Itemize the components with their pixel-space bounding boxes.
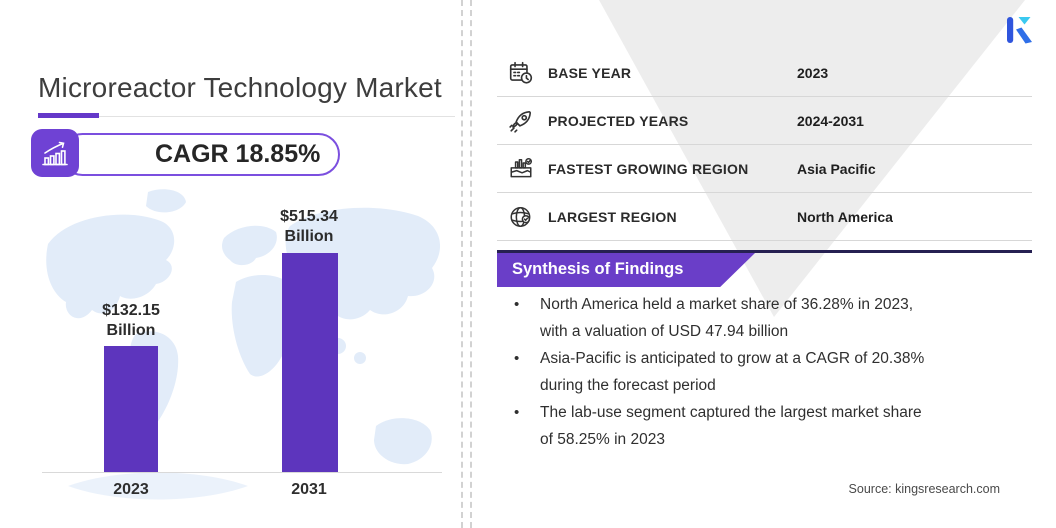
finding-item-lab-use: The lab-use segment captured the largest…	[497, 399, 1017, 453]
fact-value-base-year: 2023	[797, 64, 829, 81]
source-attribution: Source: kingsresearch.com	[848, 482, 1000, 496]
findings-bullet-list: North America held a market share of 36.…	[497, 291, 1017, 453]
bar-2031	[282, 253, 338, 472]
fact-label-fastest-growing-region: FASTEST GROWING REGION	[548, 160, 749, 177]
key-facts-table: BASE YEAR 2023 PROJECTED YEARS 2024-2031	[497, 49, 1032, 241]
cagr-value-pill: CAGR 18.85%	[61, 133, 340, 176]
fact-label-largest-region: LARGEST REGION	[548, 208, 677, 225]
bar-value-2031-amount: $515.34	[280, 208, 338, 225]
finding-line: Asia-Pacific is anticipated to grow at a…	[540, 350, 925, 367]
fact-row-fastest-growing-region: FASTEST GROWING REGION Asia Pacific	[497, 145, 1032, 193]
finding-line: North America held a market share of 36.…	[540, 296, 914, 313]
globe-icon	[510, 207, 531, 227]
bar-2023	[104, 346, 158, 472]
finding-line: The lab-use segment captured the largest…	[540, 404, 922, 421]
fact-value-projected-years: 2024-2031	[797, 112, 864, 129]
x-tick-2031: 2031	[291, 481, 327, 498]
fact-label-base-year: BASE YEAR	[548, 64, 632, 81]
fact-value-fastest-growing-region: Asia Pacific	[797, 160, 876, 177]
finding-line: with a valuation of USD 47.94 billion	[540, 323, 789, 340]
finding-line: of 58.25% in 2023	[540, 431, 665, 448]
world-map-background	[46, 189, 441, 500]
x-axis-baseline	[42, 472, 442, 473]
bar-chart-rising-icon	[42, 141, 68, 166]
fact-row-largest-region: LARGEST REGION North America	[497, 193, 1032, 241]
finding-item-north-america: North America held a market share of 36.…	[497, 291, 1017, 345]
cagr-icon-box	[31, 129, 79, 177]
kings-research-logo-icon	[1007, 17, 1032, 44]
fact-row-projected-years: PROJECTED YEARS 2024-2031	[497, 97, 1032, 145]
bar-value-2023-amount: $132.15	[102, 302, 160, 319]
findings-top-rule	[497, 250, 1032, 253]
region-growth-icon	[510, 157, 533, 178]
finding-line: during the forecast period	[540, 377, 716, 394]
vertical-dashed-divider	[470, 0, 472, 528]
bar-value-2031-unit: Billion	[284, 228, 334, 245]
bar-value-label-2023: $132.15 Billion	[51, 301, 211, 341]
vertical-dashed-divider	[461, 0, 463, 528]
findings-banner: Synthesis of Findings	[497, 253, 755, 287]
calendar-icon	[509, 61, 533, 84]
page-title: Microreactor Technology Market	[38, 72, 442, 103]
x-tick-2023: 2023	[113, 481, 149, 498]
fact-row-base-year: BASE YEAR 2023	[497, 49, 1032, 97]
title-underline	[38, 116, 455, 117]
rocket-icon	[509, 110, 532, 133]
bar-value-label-2031: $515.34 Billion	[229, 207, 389, 247]
bar-value-2023-unit: Billion	[106, 322, 156, 339]
fact-value-largest-region: North America	[797, 208, 893, 225]
fact-label-projected-years: PROJECTED YEARS	[548, 112, 689, 129]
title-underline-accent	[38, 113, 99, 118]
finding-item-asia-pacific: Asia-Pacific is anticipated to grow at a…	[497, 345, 1017, 399]
